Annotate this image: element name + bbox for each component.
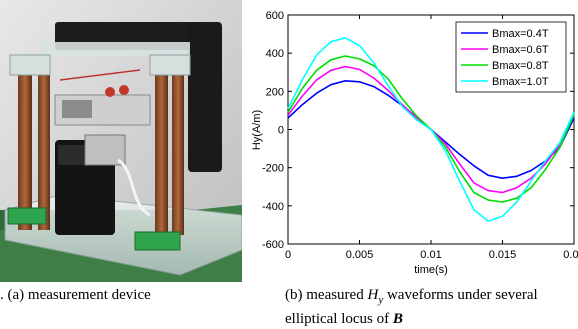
caption-a: . (a) measurement device [0, 287, 151, 303]
caption-b-symbol: H [367, 287, 379, 303]
legend-label-1: Bmax=0.4T [492, 28, 549, 40]
caption-b-suffix: waveforms under several elliptical locus… [285, 287, 538, 327]
series-lines [287, 37, 575, 222]
x-tick-label: 0.01 [420, 249, 441, 261]
y-tick-label: -600 [262, 239, 284, 251]
measurement-device-photo [0, 0, 243, 282]
caption-b-subscript: y [378, 294, 384, 306]
x-tick-label: 0.015 [489, 249, 517, 261]
legend: Bmax=0.4T Bmax=0.6T Bmax=0.8T Bmax=1.0T [455, 21, 567, 93]
y-tick-label: 600 [266, 10, 284, 22]
series-line-4 [287, 37, 575, 222]
x-tick-label: 0 [285, 249, 291, 261]
hy-waveform-chart: 0 0.005 0.01 0.015 0.02 -600 -400 -200 0 200 400 6… [248, 0, 578, 282]
caption-b: (b) measured Hy waveforms under several … [285, 286, 578, 329]
caption-b-prefix: (b) measured [285, 287, 368, 303]
legend-label-4: Bmax=1.0T [492, 76, 549, 88]
caption-b-vector: B [392, 311, 403, 327]
x-tick-label: 0.005 [346, 249, 374, 261]
x-axis-ticks: 0 0.005 0.01 0.015 0.02 [285, 15, 578, 261]
y-tick-label: -400 [262, 201, 284, 213]
legend-label-3: Bmax=0.8T [492, 60, 549, 72]
x-axis-label: time(s) [414, 264, 448, 276]
y-axis-label: Hy(A/m) [251, 110, 263, 150]
y-tick-label: 400 [266, 48, 284, 60]
x-tick-label: 0.02 [563, 249, 578, 261]
chart-svg: 0 0.005 0.01 0.015 0.02 -600 -400 -200 0 200 400 6… [251, 10, 578, 276]
y-tick-label: 0 [278, 125, 284, 137]
y-axis-ticks: -600 -400 -200 0 200 400 600 [262, 10, 574, 251]
y-tick-label: 200 [266, 86, 284, 98]
legend-label-2: Bmax=0.6T [492, 44, 549, 56]
y-tick-label: -200 [262, 163, 284, 175]
